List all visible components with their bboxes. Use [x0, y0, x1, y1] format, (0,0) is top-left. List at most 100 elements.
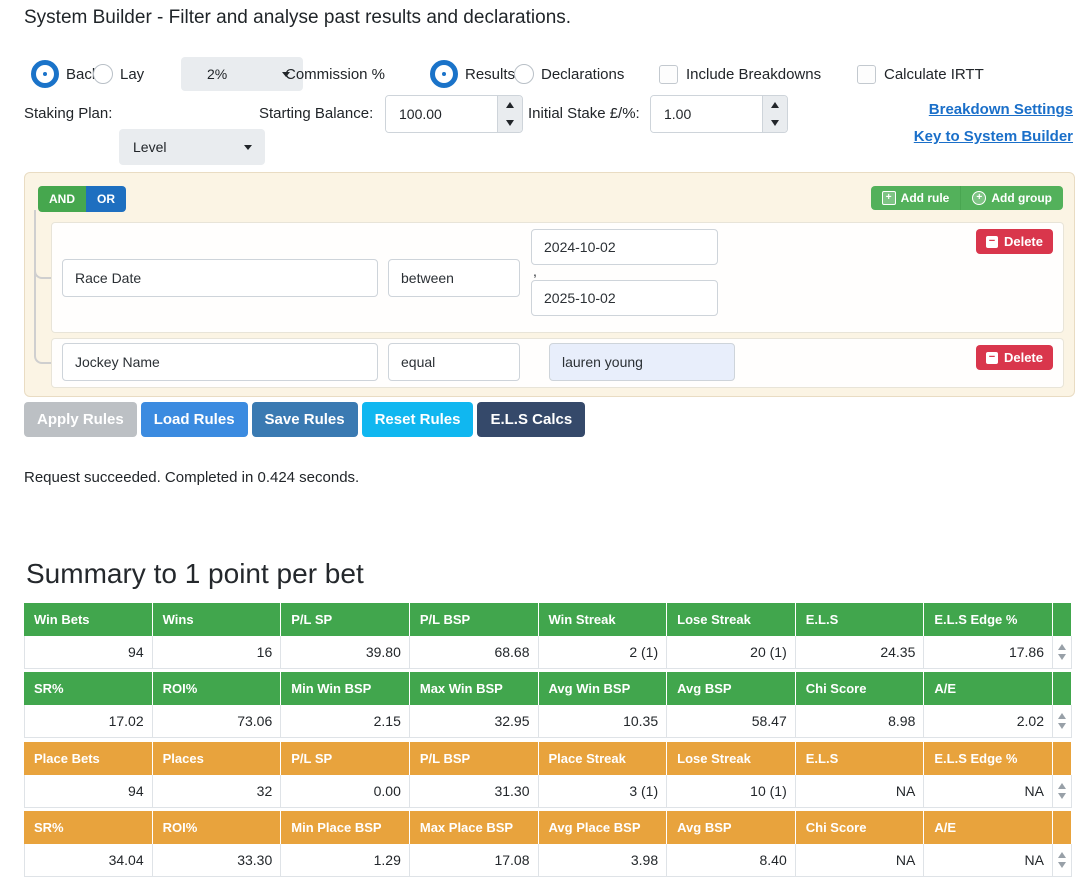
summary-header-cell: Max Place BSP — [409, 811, 539, 844]
staking-plan-select[interactable]: Level — [119, 129, 265, 165]
starting-balance-label: Starting Balance: — [259, 104, 374, 122]
summary-header-cell: SR% — [24, 672, 153, 705]
starting-balance-stepper[interactable] — [497, 96, 522, 132]
stepper-up-icon[interactable] — [498, 96, 522, 114]
summary-header-cell: Chi Score — [795, 811, 925, 844]
spinner-up-icon[interactable] — [1058, 713, 1066, 719]
summary-header-cell: P/L BSP — [409, 742, 539, 775]
lay-radio[interactable]: Lay — [93, 57, 144, 91]
chevron-down-icon — [244, 144, 252, 150]
stepper-down-icon[interactable] — [498, 114, 522, 132]
delete-rule-button[interactable]: − Delete — [975, 229, 1053, 254]
summary-header-cell: E.L.S Edge % — [924, 603, 1053, 636]
lay-radio-icon[interactable] — [93, 64, 113, 84]
rule-field-input[interactable] — [62, 343, 378, 381]
rule-builder-panel: AND OR + Add rule + Add group , − Delete — [24, 172, 1075, 397]
summary-value-cell: 17.08 — [409, 844, 539, 877]
value-spinner[interactable] — [1053, 636, 1072, 669]
summary-header-spacer — [1053, 603, 1072, 636]
summary-header-spacer — [1053, 742, 1072, 775]
value-separator: , — [533, 263, 537, 279]
summary-value-cell: NA — [795, 775, 925, 808]
rule-field-input[interactable] — [62, 259, 378, 297]
results-radio[interactable]: Results — [430, 57, 515, 91]
win-summary-table: Win Bets Wins P/L SP P/L BSP Win Streak Lose … — [24, 603, 1072, 738]
rule-value-to-input[interactable] — [531, 280, 718, 316]
include-breakdowns-checkbox-icon[interactable] — [659, 64, 678, 84]
rule-operator-input[interactable] — [388, 343, 520, 381]
spinner-down-icon[interactable] — [1058, 654, 1066, 660]
summary-value-cell: 2.15 — [281, 705, 410, 738]
spinner-down-icon[interactable] — [1058, 862, 1066, 868]
summary-value-cell: 32 — [152, 775, 282, 808]
commission-label: Commission % — [285, 65, 386, 83]
stepper-up-icon[interactable] — [763, 96, 787, 114]
results-radio-label: Results — [465, 65, 516, 83]
summary-value-cell: 17.86 — [924, 636, 1053, 669]
initial-stake-stepper[interactable] — [762, 96, 787, 132]
save-rules-button[interactable]: Save Rules — [251, 402, 358, 437]
delete-rule-button[interactable]: − Delete — [975, 345, 1053, 370]
spinner-up-icon[interactable] — [1058, 783, 1066, 789]
starting-balance-input[interactable] — [386, 96, 497, 132]
summary-header-cell: Avg BSP — [667, 811, 796, 844]
rule-value-input[interactable] — [549, 343, 735, 381]
summary-header-cell: ROI% — [152, 811, 282, 844]
results-radio-icon[interactable] — [430, 60, 458, 88]
reset-rules-button[interactable]: Reset Rules — [361, 402, 474, 437]
or-button[interactable]: OR — [86, 186, 126, 212]
summary-value-cell: 31.30 — [409, 775, 539, 808]
chevron-down-icon — [282, 71, 290, 77]
minus-square-icon: − — [985, 235, 998, 248]
back-radio[interactable]: Back — [31, 57, 99, 91]
lay-radio-label: Lay — [120, 65, 145, 83]
spinner-down-icon[interactable] — [1058, 793, 1066, 799]
key-to-system-builder-link[interactable]: Key to System Builder — [913, 128, 1073, 145]
stepper-down-icon[interactable] — [763, 114, 787, 132]
spinner-down-icon[interactable] — [1058, 723, 1066, 729]
breakdown-settings-link[interactable]: Breakdown Settings — [928, 101, 1073, 118]
load-rules-button[interactable]: Load Rules — [140, 402, 248, 437]
commission-select[interactable]: 2% — [181, 57, 303, 91]
summary-value-cell: 8.98 — [795, 705, 925, 738]
summary-value-cell: NA — [924, 844, 1053, 877]
include-breakdowns-checkbox[interactable]: Include Breakdowns — [659, 57, 821, 91]
spinner-up-icon[interactable] — [1058, 852, 1066, 858]
apply-rules-button[interactable]: Apply Rules — [24, 402, 137, 437]
value-spinner[interactable] — [1053, 844, 1072, 877]
staking-plan-label: Staking Plan: — [24, 104, 113, 122]
add-rule-button[interactable]: + Add rule — [870, 186, 962, 210]
els-calcs-button[interactable]: E.L.S Calcs — [477, 402, 586, 437]
declarations-radio-icon[interactable] — [514, 64, 534, 84]
summary-header-cell: Wins — [152, 603, 282, 636]
summary-value-cell: 73.06 — [152, 705, 282, 738]
summary-value-cell: 24.35 — [795, 636, 925, 669]
summary-value-cell: 10.35 — [538, 705, 668, 738]
rule-row-race-date: , − Delete — [51, 222, 1064, 333]
initial-stake-input[interactable] — [651, 96, 762, 132]
value-spinner[interactable] — [1053, 705, 1072, 738]
summary-value-cell: NA — [924, 775, 1053, 808]
summary-header-spacer — [1053, 672, 1072, 705]
spinner-up-icon[interactable] — [1058, 644, 1066, 650]
summary-value-cell: NA — [795, 844, 925, 877]
summary-value-cell: 10 (1) — [667, 775, 796, 808]
summary-header-cell: Win Streak — [538, 603, 668, 636]
summary-header-cell: Lose Streak — [667, 742, 796, 775]
and-button[interactable]: AND — [38, 186, 86, 212]
calculate-irtt-checkbox-icon[interactable] — [857, 64, 876, 84]
value-spinner[interactable] — [1053, 775, 1072, 808]
summary-value-cell: 3.98 — [538, 844, 668, 877]
summary-value-cell: 20 (1) — [667, 636, 796, 669]
rule-value-from-input[interactable] — [531, 229, 718, 265]
rule-operator-input[interactable] — [388, 259, 520, 297]
summary-value-cell: 58.47 — [667, 705, 796, 738]
calculate-irtt-checkbox[interactable]: Calculate IRTT — [857, 57, 984, 91]
add-group-button[interactable]: + Add group — [961, 186, 1063, 210]
back-radio-icon[interactable] — [31, 60, 59, 88]
summary-header-cell: Lose Streak — [667, 603, 796, 636]
summary-header-cell: Max Win BSP — [409, 672, 539, 705]
declarations-radio[interactable]: Declarations — [514, 57, 624, 91]
summary-header-cell: SR% — [24, 811, 153, 844]
